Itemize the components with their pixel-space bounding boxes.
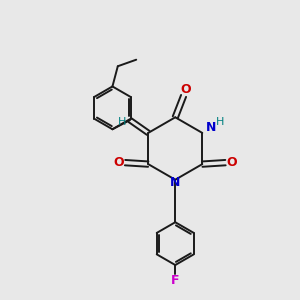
Text: H: H (118, 117, 126, 127)
Text: F: F (171, 274, 179, 287)
Text: O: O (180, 83, 191, 96)
Text: H: H (216, 117, 224, 127)
Text: O: O (113, 156, 124, 169)
Text: N: N (206, 121, 216, 134)
Text: O: O (227, 156, 237, 169)
Text: N: N (170, 176, 181, 189)
